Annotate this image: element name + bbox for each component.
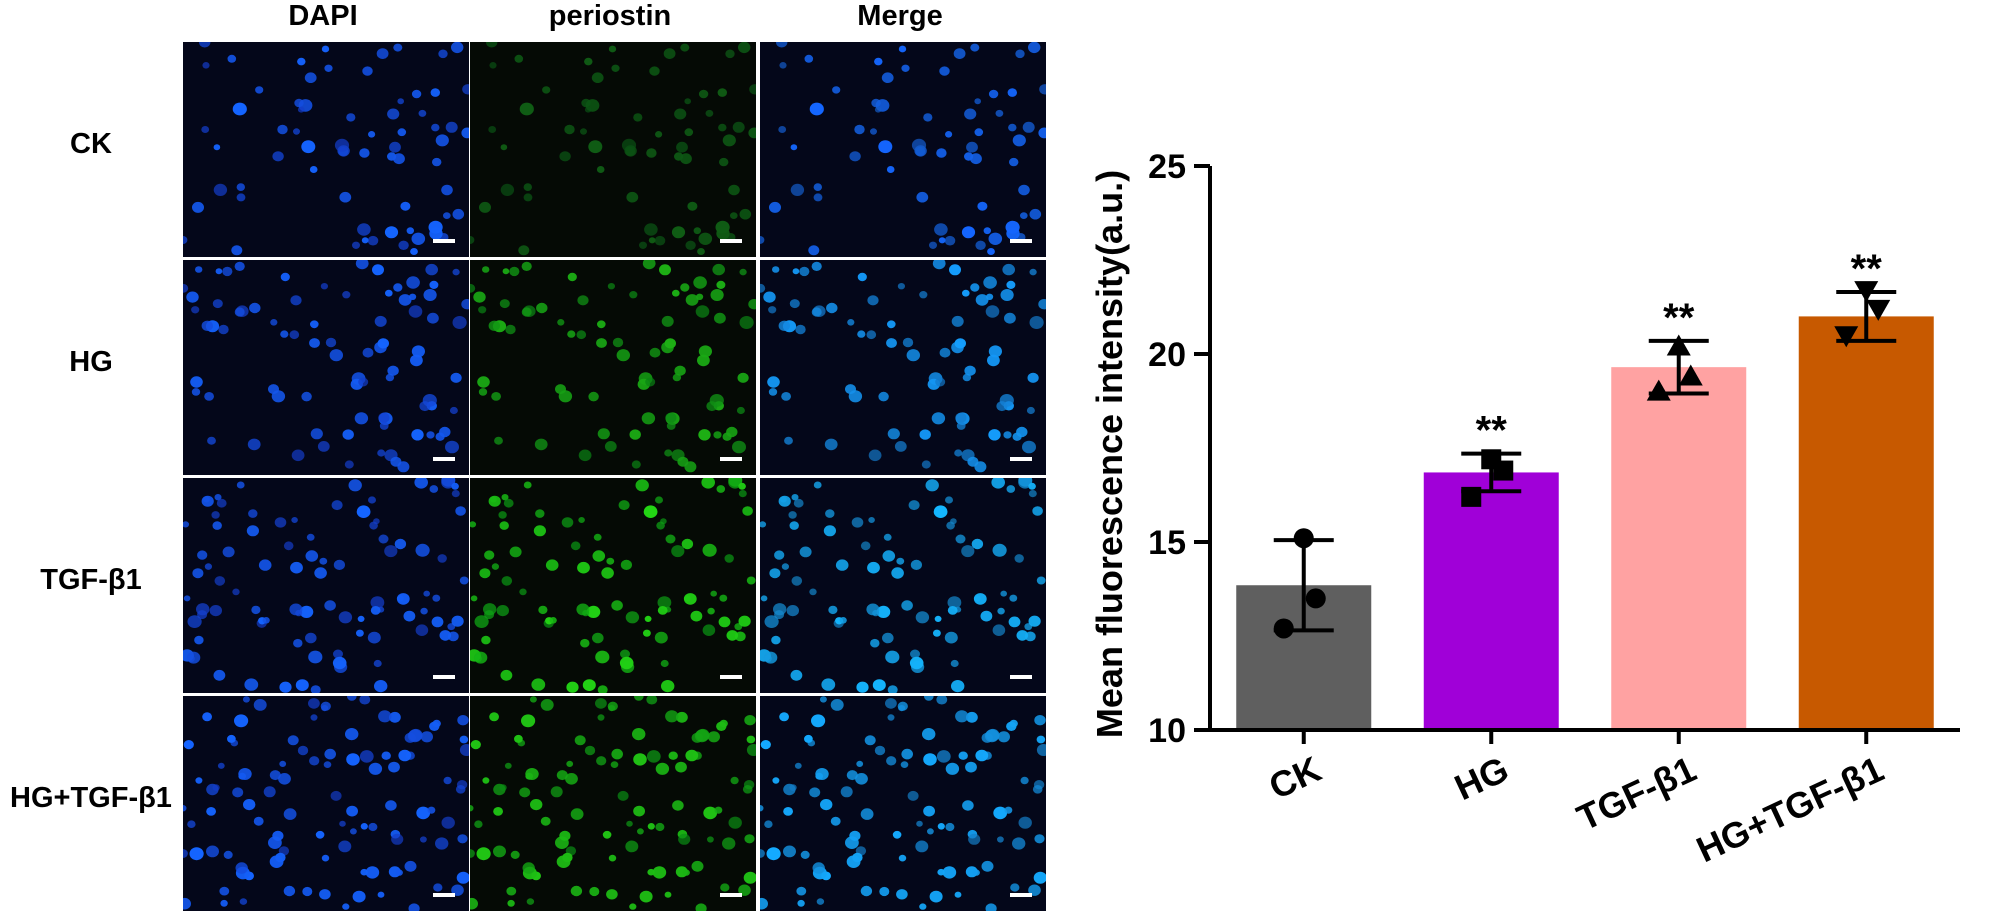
column-header-dapi: DAPI <box>288 0 358 32</box>
bar-hg <box>1423 472 1559 728</box>
row-label-tgf: TGF-β1 <box>40 564 142 596</box>
bar-tgf-1 <box>1611 367 1747 728</box>
x-tick-label: HG+TGF-β1 <box>1690 748 1889 870</box>
scale-bar <box>1010 675 1032 679</box>
y-tick-label: 25 <box>1148 148 1186 186</box>
micrograph-merge-tgf-1 <box>760 478 1046 693</box>
data-point <box>1273 618 1294 639</box>
scale-bar <box>433 239 455 243</box>
column-header-periostin: periostin <box>548 0 672 32</box>
scale-bar <box>1010 239 1032 243</box>
micrograph-merge-ck <box>760 42 1046 257</box>
data-point <box>1866 299 1891 321</box>
data-point <box>1854 281 1879 303</box>
micrograph-periostin-hg <box>470 260 756 475</box>
micrograph-periostin-hg-tgf-1 <box>470 696 756 911</box>
scale-bar <box>433 457 455 461</box>
data-point <box>1666 334 1691 356</box>
y-tick-label: 10 <box>1148 712 1186 750</box>
column-header-merge: Merge <box>857 0 943 32</box>
micrograph-periostin-tgf-1 <box>470 478 756 693</box>
data-point <box>1678 364 1703 386</box>
micrograph-dapi-hg <box>183 260 469 475</box>
scale-bar <box>1010 457 1032 461</box>
micrograph-merge-hg <box>760 260 1046 475</box>
bar-hg-tgf-1 <box>1798 316 1934 728</box>
scale-bar <box>433 893 455 897</box>
micrograph-merge-hg-tgf-1 <box>760 696 1046 911</box>
scale-bar <box>720 675 742 679</box>
significance-label: ** <box>1663 296 1695 340</box>
y-tick-label: 20 <box>1148 336 1186 374</box>
data-point <box>1646 379 1671 401</box>
micrograph-dapi-ck <box>183 42 469 257</box>
significance-label: ** <box>1851 247 1883 291</box>
micrograph-dapi-hg-tgf-1 <box>183 696 469 911</box>
x-tick-label: CK <box>1263 748 1327 807</box>
micrograph-dapi-tgf-1 <box>183 478 469 693</box>
data-point <box>1305 588 1326 609</box>
scale-bar <box>720 893 742 897</box>
data-point <box>1293 528 1314 549</box>
scale-bar <box>433 675 455 679</box>
row-label-ck: CK <box>70 128 112 160</box>
scale-bar <box>1010 893 1032 897</box>
y-tick-label: 15 <box>1148 524 1186 562</box>
x-tick-label: HG <box>1448 748 1514 808</box>
y-axis-label: Mean fluorescence intensity(a.u.) <box>1089 170 1130 738</box>
micrograph-periostin-ck <box>470 42 756 257</box>
data-point <box>1493 460 1514 481</box>
scale-bar <box>720 239 742 243</box>
row-label-hg: HG <box>69 346 113 378</box>
row-label-hg-tgf: HG+TGF-β1 <box>10 782 172 814</box>
data-point <box>1834 326 1859 348</box>
scale-bar <box>720 457 742 461</box>
significance-label: ** <box>1476 409 1508 453</box>
x-tick-label: TGF-β1 <box>1571 748 1702 838</box>
data-point <box>1461 486 1482 507</box>
bar-chart: Mean fluorescence intensity(a.u.) 10 15 20… <box>1089 148 1960 870</box>
